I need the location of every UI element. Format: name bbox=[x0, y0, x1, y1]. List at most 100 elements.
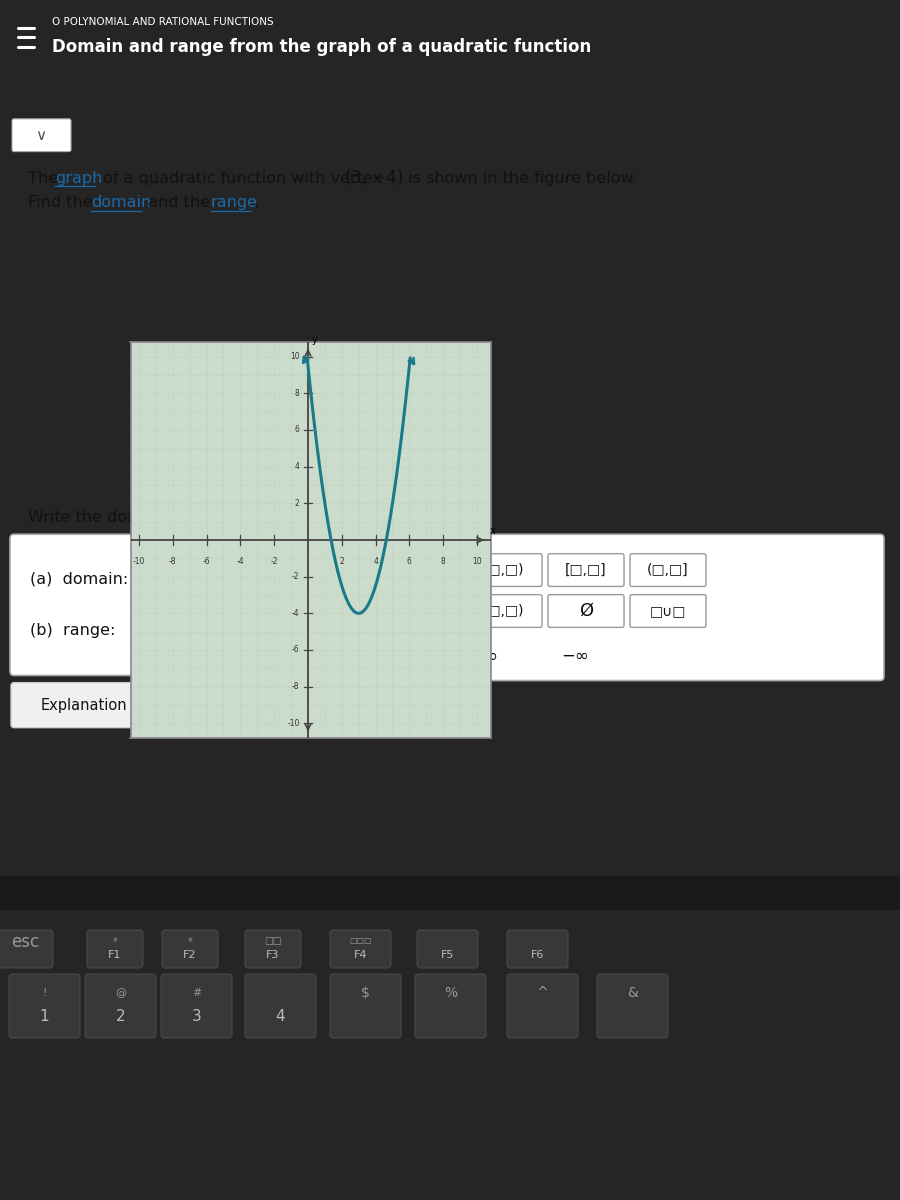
FancyBboxPatch shape bbox=[330, 930, 391, 968]
Text: -4: -4 bbox=[237, 557, 244, 565]
Text: ∞: ∞ bbox=[482, 647, 498, 666]
FancyBboxPatch shape bbox=[466, 553, 542, 587]
Text: (3,: (3, bbox=[345, 169, 368, 187]
FancyBboxPatch shape bbox=[10, 534, 448, 676]
Text: 10: 10 bbox=[290, 352, 300, 361]
Text: The: The bbox=[28, 170, 63, 186]
FancyBboxPatch shape bbox=[630, 553, 706, 587]
Text: 3: 3 bbox=[192, 1009, 202, 1024]
Text: domain: domain bbox=[91, 196, 151, 210]
Text: of a quadratic function with vertex: of a quadratic function with vertex bbox=[98, 170, 387, 186]
Text: 6: 6 bbox=[407, 557, 412, 565]
Text: .: . bbox=[253, 196, 258, 210]
FancyBboxPatch shape bbox=[507, 930, 568, 968]
FancyBboxPatch shape bbox=[597, 974, 668, 1038]
Text: ^: ^ bbox=[536, 986, 548, 1001]
Text: Find the: Find the bbox=[28, 196, 98, 210]
Text: #: # bbox=[192, 989, 202, 998]
Text: 4: 4 bbox=[275, 1009, 285, 1024]
Text: 2: 2 bbox=[295, 499, 300, 508]
Text: -8: -8 bbox=[292, 682, 300, 691]
FancyBboxPatch shape bbox=[162, 930, 218, 968]
Text: -6: -6 bbox=[202, 557, 211, 565]
FancyBboxPatch shape bbox=[161, 974, 232, 1038]
Text: esc: esc bbox=[11, 932, 39, 950]
FancyBboxPatch shape bbox=[456, 534, 884, 680]
Text: range: range bbox=[211, 196, 258, 210]
Text: F3: F3 bbox=[266, 949, 280, 960]
Text: −4): −4) bbox=[366, 169, 403, 187]
FancyBboxPatch shape bbox=[0, 930, 53, 968]
Text: 10: 10 bbox=[472, 557, 482, 565]
Bar bbox=[0, 876, 900, 910]
Text: −∞: −∞ bbox=[561, 647, 589, 665]
Text: 2: 2 bbox=[116, 1009, 125, 1024]
FancyBboxPatch shape bbox=[507, 974, 578, 1038]
Text: y: y bbox=[312, 335, 318, 346]
FancyBboxPatch shape bbox=[415, 974, 486, 1038]
Text: @: @ bbox=[115, 989, 126, 998]
Text: -8: -8 bbox=[169, 557, 176, 565]
FancyBboxPatch shape bbox=[85, 974, 156, 1038]
Text: -10: -10 bbox=[287, 719, 300, 728]
Text: [□,□]: [□,□] bbox=[565, 563, 607, 577]
FancyBboxPatch shape bbox=[9, 974, 80, 1038]
Text: !: ! bbox=[42, 989, 47, 998]
Text: Write the domain and range using: Write the domain and range using bbox=[28, 510, 309, 526]
Text: O POLYNOMIAL AND RATIONAL FUNCTIONS: O POLYNOMIAL AND RATIONAL FUNCTIONS bbox=[52, 17, 274, 26]
Text: Ø: Ø bbox=[579, 602, 593, 620]
Text: F4: F4 bbox=[354, 949, 367, 960]
Text: -2: -2 bbox=[292, 572, 300, 581]
Text: x: x bbox=[490, 526, 495, 536]
Text: (□,□]: (□,□] bbox=[647, 563, 688, 577]
Text: 8: 8 bbox=[441, 557, 446, 565]
Text: Domain and range from the graph of a quadratic function: Domain and range from the graph of a qua… bbox=[52, 38, 591, 56]
FancyBboxPatch shape bbox=[11, 683, 157, 727]
Text: F6: F6 bbox=[531, 949, 544, 960]
Text: 1: 1 bbox=[40, 1009, 50, 1024]
Text: &: & bbox=[627, 986, 638, 1001]
Text: Check: Check bbox=[194, 697, 243, 713]
Text: F5: F5 bbox=[441, 949, 454, 960]
FancyBboxPatch shape bbox=[417, 930, 478, 968]
Text: is shown in the figure below.: is shown in the figure below. bbox=[403, 170, 637, 186]
Text: notation.: notation. bbox=[334, 510, 411, 526]
FancyBboxPatch shape bbox=[87, 930, 143, 968]
Text: -10: -10 bbox=[133, 557, 145, 565]
FancyBboxPatch shape bbox=[165, 683, 271, 727]
Text: [□,□): [□,□) bbox=[483, 604, 525, 618]
Text: □∪□: □∪□ bbox=[650, 604, 686, 618]
FancyBboxPatch shape bbox=[177, 616, 237, 647]
Text: F2: F2 bbox=[184, 949, 197, 960]
Text: ☐☐☐: ☐☐☐ bbox=[349, 937, 372, 947]
FancyBboxPatch shape bbox=[245, 974, 316, 1038]
Text: $: $ bbox=[361, 986, 370, 1001]
Text: (b)  range:: (b) range: bbox=[30, 623, 115, 638]
Text: 8: 8 bbox=[295, 389, 300, 398]
Text: -6: -6 bbox=[292, 646, 300, 654]
FancyBboxPatch shape bbox=[330, 974, 401, 1038]
Text: -2: -2 bbox=[270, 557, 278, 565]
Text: ☐☐: ☐☐ bbox=[265, 937, 282, 947]
Text: ∨: ∨ bbox=[35, 127, 47, 143]
Text: Explanation: Explanation bbox=[40, 697, 127, 713]
Text: %: % bbox=[444, 986, 457, 1001]
FancyBboxPatch shape bbox=[630, 595, 706, 628]
Text: *: * bbox=[112, 937, 117, 947]
Text: and the: and the bbox=[143, 196, 215, 210]
Text: (□,□): (□,□) bbox=[483, 563, 525, 577]
Text: *: * bbox=[187, 937, 193, 947]
FancyBboxPatch shape bbox=[548, 553, 624, 587]
Text: F1: F1 bbox=[108, 949, 122, 960]
Text: 4: 4 bbox=[374, 557, 378, 565]
Text: (a)  domain:: (a) domain: bbox=[30, 571, 128, 587]
FancyBboxPatch shape bbox=[548, 595, 624, 628]
Text: -4: -4 bbox=[292, 608, 300, 618]
FancyBboxPatch shape bbox=[466, 595, 542, 628]
Text: interval: interval bbox=[280, 510, 341, 526]
Text: 4: 4 bbox=[294, 462, 300, 472]
FancyBboxPatch shape bbox=[12, 119, 71, 151]
Text: 2: 2 bbox=[339, 557, 344, 565]
FancyBboxPatch shape bbox=[245, 930, 301, 968]
Text: 6: 6 bbox=[294, 426, 300, 434]
